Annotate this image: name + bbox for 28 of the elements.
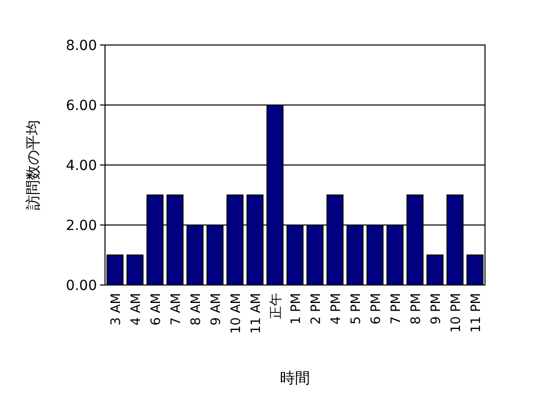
x-tick-label: 8 AM bbox=[189, 293, 204, 326]
bar bbox=[426, 254, 444, 286]
x-axis-title: 時間 bbox=[280, 369, 310, 387]
x-tick-label: 正午 bbox=[269, 293, 284, 319]
x-tick-label: 9 AM bbox=[209, 293, 224, 326]
x-tick-label: 2 PM bbox=[309, 293, 324, 324]
y-tick-label: 2.00 bbox=[66, 218, 97, 234]
x-tick-label: 6 PM bbox=[369, 293, 384, 324]
x-tick-label: 5 PM bbox=[349, 293, 364, 324]
x-tick-label: 4 AM bbox=[129, 293, 144, 326]
x-tick-label: 6 AM bbox=[149, 293, 164, 326]
x-tick-label: 3 AM bbox=[109, 293, 124, 326]
x-tick-label: 7 AM bbox=[169, 293, 184, 326]
x-tick-label: 7 PM bbox=[389, 293, 404, 324]
x-tick-label: 1 PM bbox=[289, 293, 304, 324]
y-tick-label: 6.00 bbox=[66, 98, 97, 114]
x-tick-label: 11 PM bbox=[469, 293, 484, 333]
x-tick-label: 10 AM bbox=[229, 293, 244, 334]
bar bbox=[126, 254, 144, 286]
x-tick-label: 11 AM bbox=[249, 293, 264, 334]
x-tick-label: 8 PM bbox=[409, 293, 424, 324]
y-tick-label: 4.00 bbox=[66, 158, 97, 174]
y-tick-label: 0.00 bbox=[66, 278, 97, 294]
x-tick-label: 10 PM bbox=[449, 293, 464, 333]
x-tick-label: 9 PM bbox=[429, 293, 444, 324]
x-tick-label: 4 PM bbox=[329, 293, 344, 324]
y-axis-title: 訪問数の平均 bbox=[24, 120, 42, 210]
y-tick-label: 8.00 bbox=[66, 38, 97, 54]
